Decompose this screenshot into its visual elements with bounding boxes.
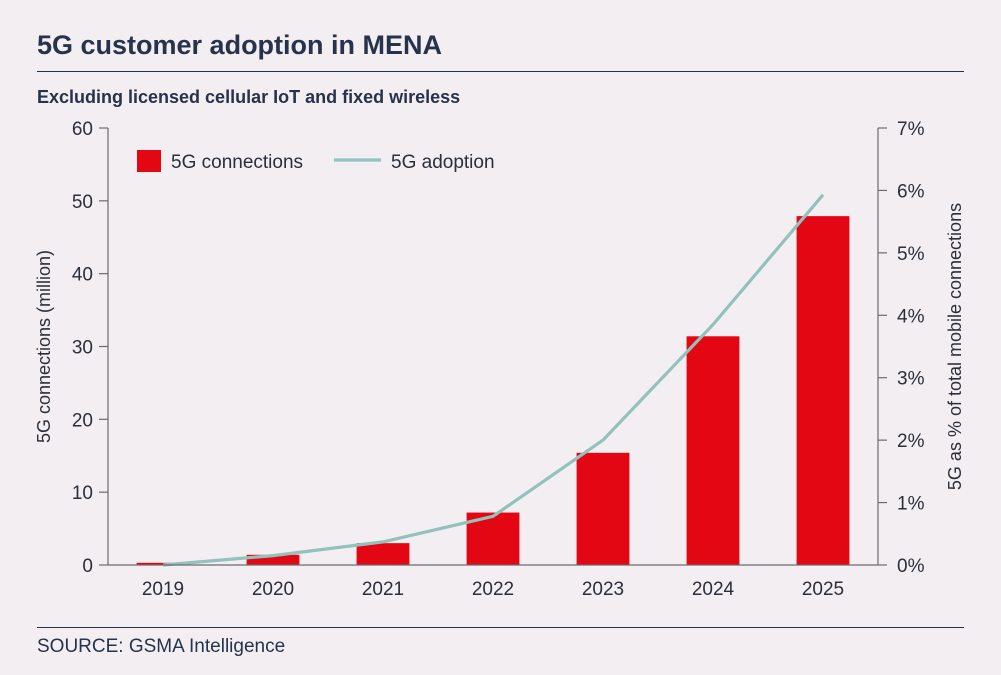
x-tick-label: 2021	[362, 579, 404, 600]
legend-line-label: 5G adoption	[391, 152, 495, 173]
footer-divider	[37, 627, 964, 628]
x-tick-label: 2022	[472, 579, 514, 600]
right-tick-label: 7%	[897, 119, 925, 140]
right-y-axis: 0% 1% 2% 3% 4% 5% 6% 7% 5G as % of total mobile …	[877, 119, 965, 577]
legend-bar-label: 5G connections	[171, 152, 303, 173]
legend-bar-swatch	[137, 150, 161, 172]
legend: 5G connections 5G adoption	[137, 150, 495, 173]
source-note: SOURCE: GSMA Intelligence	[37, 636, 286, 657]
line-series	[162, 193, 825, 567]
right-tick-label: 5%	[897, 244, 925, 265]
x-tick-label: 2023	[582, 579, 624, 600]
right-tick-label: 2%	[897, 431, 925, 452]
bar-2021	[356, 543, 410, 565]
chart-subtitle: Excluding licensed cellular IoT and fixe…	[37, 87, 461, 107]
left-tick-label: 20	[72, 410, 93, 431]
left-tick-label: 30	[72, 338, 93, 359]
bar-2023	[576, 452, 630, 565]
bar-series	[136, 216, 850, 565]
right-tick-label: 1%	[897, 494, 925, 515]
right-axis-title: 5G as % of total mobile connections	[945, 203, 965, 490]
left-tick-label: 60	[72, 119, 93, 140]
bar-2024	[686, 336, 740, 565]
right-tick-label: 6%	[897, 181, 925, 202]
x-tick-label: 2025	[802, 579, 844, 600]
right-tick-label: 4%	[897, 306, 925, 327]
right-tick-label: 0%	[897, 556, 925, 577]
left-y-axis: 0 10 20 30 40 50 60 5G connections (million)	[34, 119, 109, 577]
right-tick-label: 3%	[897, 369, 925, 390]
left-axis-title: 5G connections (million)	[34, 250, 54, 443]
chart-title: 5G customer adoption in MENA	[37, 30, 443, 60]
x-tick-label: 2019	[142, 579, 184, 600]
bar-2020	[246, 554, 300, 565]
title-divider	[37, 71, 964, 72]
bar-2025	[796, 216, 850, 565]
x-axis: 2019 2020 2021 2022 2023 2024 2025	[108, 564, 878, 600]
left-tick-label: 50	[72, 192, 93, 213]
left-tick-label: 10	[72, 483, 93, 504]
x-tick-label: 2024	[692, 579, 735, 600]
left-tick-label: 0	[82, 556, 93, 577]
x-tick-label: 2020	[252, 579, 294, 600]
left-tick-label: 40	[72, 265, 93, 286]
